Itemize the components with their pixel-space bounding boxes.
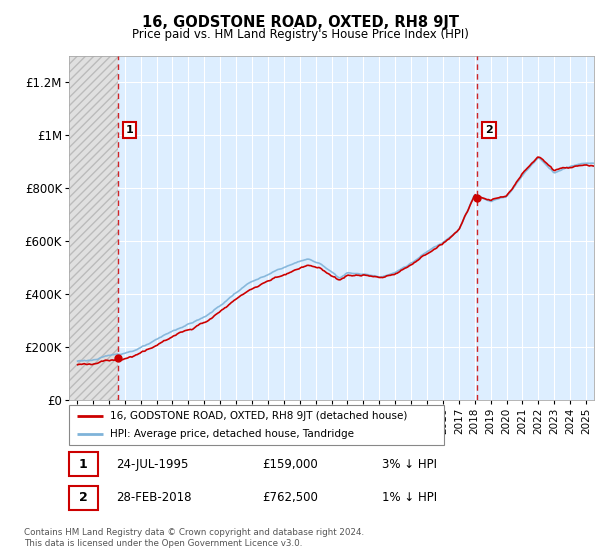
Text: 1: 1 xyxy=(125,125,133,135)
Bar xyxy=(69,486,98,510)
Text: £159,000: £159,000 xyxy=(262,458,318,471)
Text: 1% ↓ HPI: 1% ↓ HPI xyxy=(382,491,437,505)
Text: Price paid vs. HM Land Registry's House Price Index (HPI): Price paid vs. HM Land Registry's House … xyxy=(131,28,469,41)
Text: 24-JUL-1995: 24-JUL-1995 xyxy=(116,458,188,471)
Text: 28-FEB-2018: 28-FEB-2018 xyxy=(116,491,191,505)
Text: £762,500: £762,500 xyxy=(262,491,318,505)
Text: 16, GODSTONE ROAD, OXTED, RH8 9JT (detached house): 16, GODSTONE ROAD, OXTED, RH8 9JT (detac… xyxy=(110,411,407,421)
Bar xyxy=(69,56,118,400)
Text: 2: 2 xyxy=(485,125,493,135)
Text: 16, GODSTONE ROAD, OXTED, RH8 9JT: 16, GODSTONE ROAD, OXTED, RH8 9JT xyxy=(142,15,458,30)
Bar xyxy=(69,452,98,477)
Text: Contains HM Land Registry data © Crown copyright and database right 2024.
This d: Contains HM Land Registry data © Crown c… xyxy=(24,528,364,548)
Text: 2: 2 xyxy=(79,491,88,505)
Text: 3% ↓ HPI: 3% ↓ HPI xyxy=(382,458,437,471)
Text: HPI: Average price, detached house, Tandridge: HPI: Average price, detached house, Tand… xyxy=(110,430,354,439)
Text: 1: 1 xyxy=(79,458,88,471)
